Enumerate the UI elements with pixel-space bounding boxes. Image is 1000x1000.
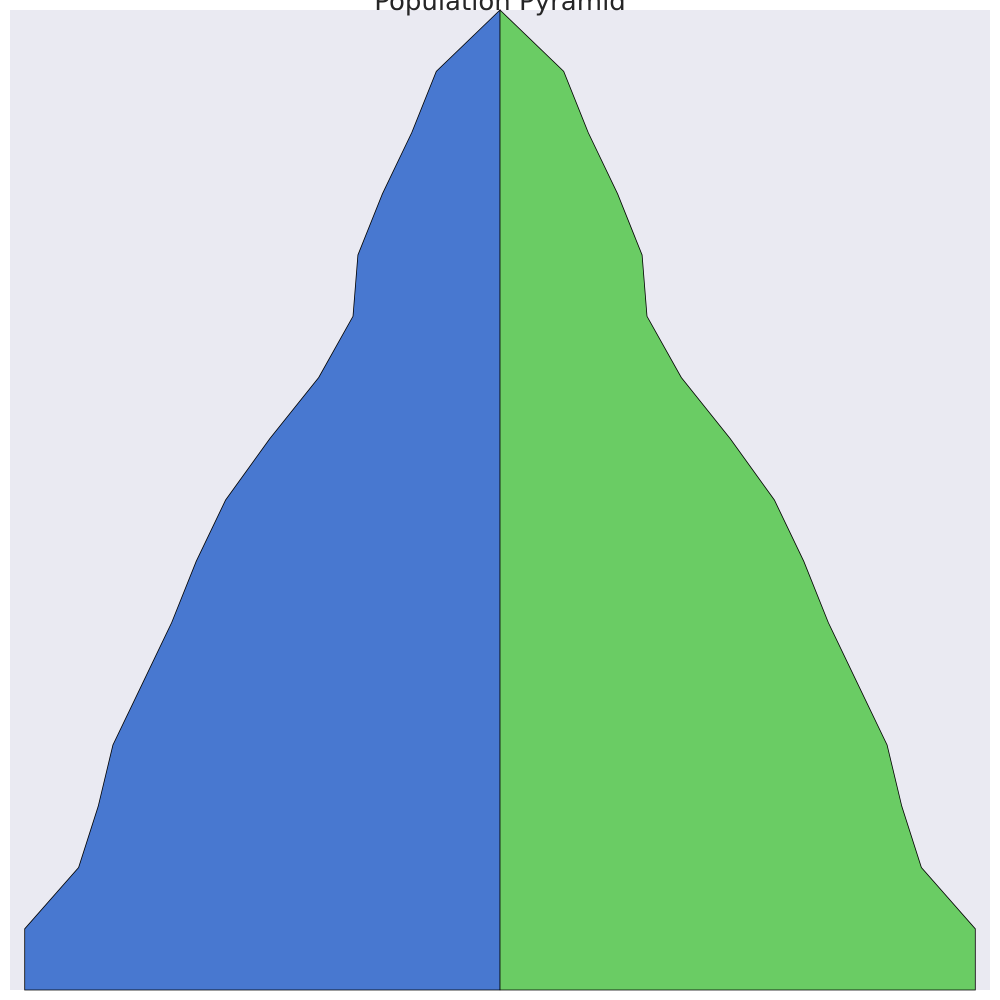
left-population-area [24, 9, 501, 991]
right-population-area [499, 9, 976, 991]
chart-title: Population Pyramid [374, 0, 626, 17]
series-layer [24, 9, 976, 991]
